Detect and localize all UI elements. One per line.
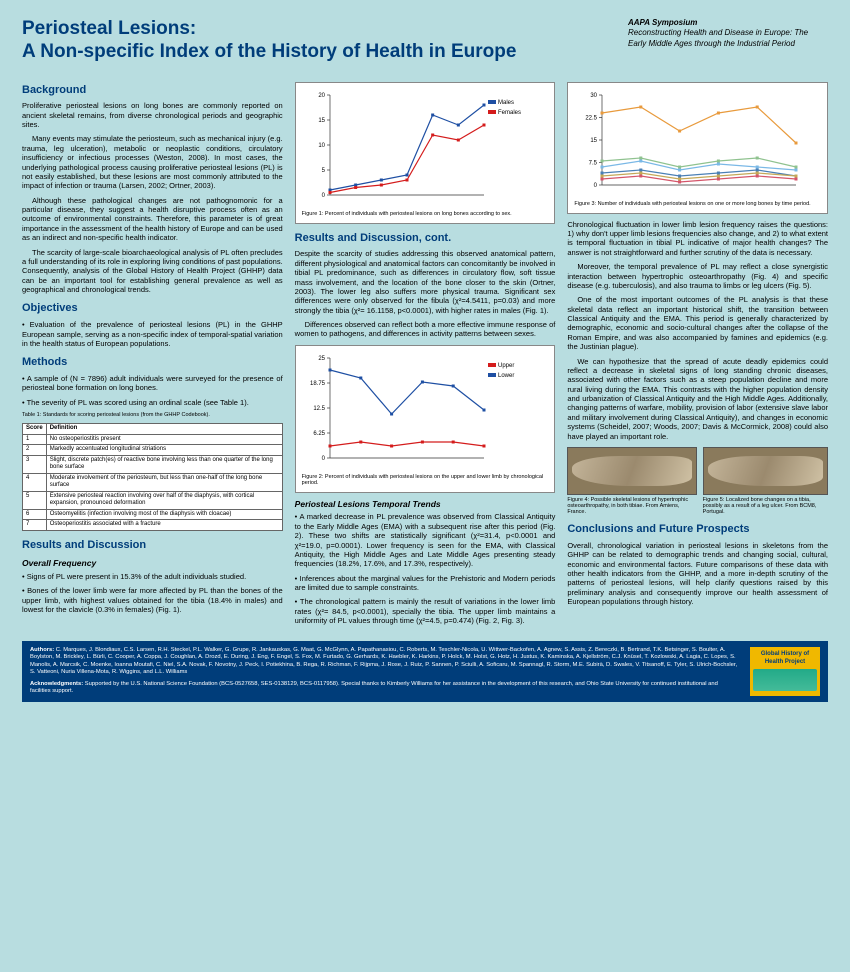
header: Periosteal Lesions: A Non-specific Index… [22,18,828,64]
bg-p1: Proliferative periosteal lesions on long… [22,101,283,129]
svg-text:12.5: 12.5 [313,406,325,412]
conclusions-heading: Conclusions and Future Prospects [567,523,828,537]
meth-p2: • The severity of PL was scored using an… [22,398,283,407]
overall-heading: Overall Frequency [22,558,283,569]
methods-heading: Methods [22,356,283,370]
c3-p3: One of the most important outcomes of th… [567,295,828,351]
fig2-caption: Figure 2: Percent of individuals with pe… [302,474,549,486]
column-1: Background Proliferative periosteal lesi… [22,76,283,631]
table1-caption: Table 1: Standards for scoring periostea… [22,412,283,419]
bg-p3: Although these pathological changes are … [22,196,283,243]
ack-label: Acknowledgments: [30,681,83,687]
svg-text:6.25: 6.25 [313,431,325,437]
symposium-name: AAPA Symposium [628,18,828,28]
footer-text: Authors: C. Marques, J. Blondiaux, C.S. … [30,647,740,696]
world-map-icon [753,669,817,691]
c3-p4: We can hypothesize that the spread of ac… [567,357,828,441]
column-3: 0 7.5 15 22.5 30 Figure 3: Number of individ… [567,76,828,631]
svg-text:15: 15 [591,138,598,144]
objectives-heading: Objectives [22,302,283,316]
res-p1: • Signs of PL were present in 15.3% of t… [22,572,283,581]
symposium-block: AAPA Symposium Reconstructing Health and… [628,18,828,64]
c3-p1: Chronological fluctuation in lower limb … [567,220,828,258]
figure-2: 0 6.25 12.5 18.75 25 Upper Lower Figure 2: Per… [295,345,556,493]
svg-text:18.75: 18.75 [310,381,326,387]
bone-photo-5 [703,447,828,495]
svg-text:25: 25 [318,356,325,362]
bg-p2: Many events may stimulate the periosteum… [22,134,283,190]
fig4-caption: Figure 4: Possible skeletal lesions of h… [567,497,696,515]
results-heading: Results and Discussion [22,539,283,553]
svg-text:0: 0 [321,193,325,199]
svg-text:Lower: Lower [498,373,514,379]
ghhp-logo: Global History of Health Project [750,647,820,696]
bg-p4: The scarcity of large-scale bioarchaeolo… [22,248,283,295]
fig3-caption: Figure 3: Number of individuals with per… [574,201,821,207]
title-line1: Periosteal Lesions: [22,18,516,41]
temp-p3: • The chronological pattern is mainly th… [295,597,556,625]
fig5-caption: Figure 5: Localized bone changes on a ti… [703,497,828,515]
svg-text:15: 15 [318,118,325,124]
symposium-subtitle: Reconstructing Health and Disease in Eur… [628,28,828,49]
svg-text:7.5: 7.5 [589,160,598,166]
svg-text:Upper: Upper [498,363,514,369]
authors-label: Authors: [30,647,54,653]
authors-list: C. Marques, J. Blondiaux, C.S. Larsen, R… [30,647,737,676]
svg-text:Females: Females [498,110,521,116]
table1: ScoreDefinition1No osteoperiostitis pres… [22,423,283,531]
svg-text:Males: Males [498,100,514,106]
svg-text:30: 30 [591,93,598,99]
svg-text:10: 10 [318,143,325,149]
temporal-heading: Periosteal Lesions Temporal Trends [295,499,556,510]
svg-text:20: 20 [318,93,325,99]
title-line2: A Non-specific Index of the History of H… [22,41,516,64]
fig1-caption: Figure 1: Percent of individuals with pe… [302,211,549,217]
obj-p1: • Evaluation of the prevalence of perios… [22,320,283,348]
bone-images: Figure 4: Possible skeletal lesions of h… [567,447,828,515]
figure-5: Figure 5: Localized bone changes on a ti… [703,447,828,515]
results-cont-heading: Results and Discussion, cont. [295,232,556,246]
columns: Background Proliferative periosteal lesi… [22,76,828,631]
bone-photo-4 [567,447,696,495]
meth-p1: • A sample of (N = 7896) adult individua… [22,374,283,393]
figure-3: 0 7.5 15 22.5 30 Figure 3: Number of individ… [567,82,828,214]
footer: Authors: C. Marques, J. Blondiaux, C.S. … [22,641,828,702]
logo-text: Global History of Health Project [753,651,817,667]
figure-4: Figure 4: Possible skeletal lesions of h… [567,447,696,515]
rc-p2: Differences observed can reflect both a … [295,320,556,339]
background-heading: Background [22,84,283,98]
figure-1: 0 5 10 15 20 Males Females Figure 1: Percent o… [295,82,556,224]
c3-p2: Moreover, the temporal prevalence of PL … [567,262,828,290]
svg-text:22.5: 22.5 [586,115,598,121]
title-block: Periosteal Lesions: A Non-specific Index… [22,18,516,64]
conc-p1: Overall, chronological variation in peri… [567,541,828,607]
ack-text: Supported by the U.S. National Science F… [30,681,718,695]
rc-p1: Despite the scarcity of studies addressi… [295,249,556,315]
svg-text:5: 5 [321,168,325,174]
res-p2: • Bones of the lower limb were far more … [22,586,283,614]
svg-text:0: 0 [321,456,325,462]
svg-text:0: 0 [594,183,598,189]
column-2: 0 5 10 15 20 Males Females Figure 1: Percent o… [295,76,556,631]
temp-p1: • A marked decrease in PL prevalence was… [295,512,556,568]
temp-p2: • Inferences about the marginal values f… [295,574,556,593]
